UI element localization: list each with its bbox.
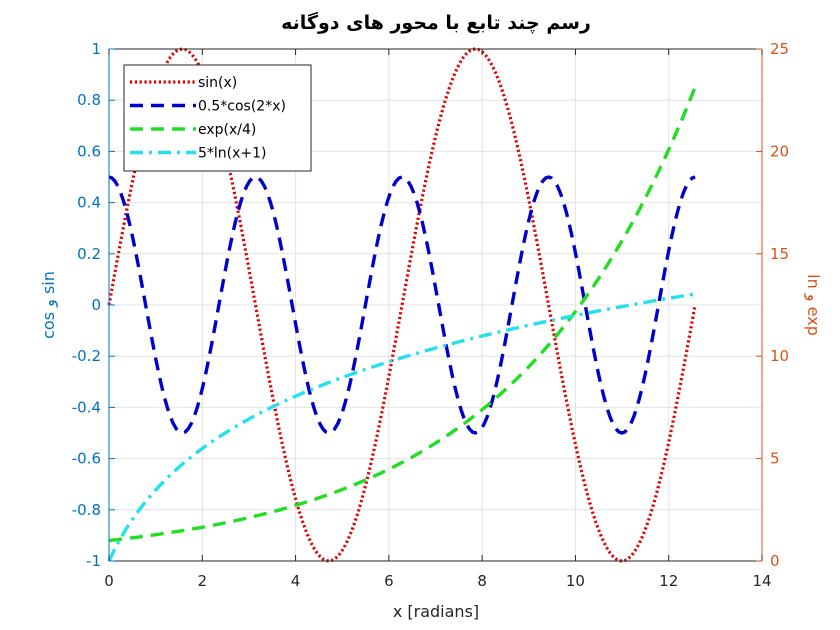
x-tick-label: 6 [384,572,394,590]
y-left-tick-label: 1 [91,40,101,58]
legend-label-4: 5*ln(x+1) [198,146,267,162]
y-left-tick-label: 0.4 [77,194,101,212]
x-tick-label: 8 [477,572,487,590]
y-left-tick-label: -0.8 [72,501,101,519]
x-tick-label: 10 [566,572,585,590]
axes [108,48,763,562]
legend-label-3: exp(x/4) [198,122,256,138]
y-left-tick-label: -0.2 [72,347,101,365]
series-line-3 [108,86,697,543]
legend-label-2: 0.5*cos(2*x) [198,99,286,115]
series-line-2 [108,175,696,435]
y-right-tick-label: 0 [770,552,780,570]
tick-labels: 0 2 4 6 8 10 12 14-1-0.8-0.6-0.4-0.200.20.40.60… [72,40,789,590]
y-axis-right-label: exp و ln [803,274,823,336]
y-left-tick-label: 0 [91,296,101,314]
y-right-tick-label: 20 [770,142,789,160]
y-left-tick-label: -0.6 [72,450,101,468]
y-left-tick-label: 0.2 [77,245,101,263]
series-line-4 [107,292,696,562]
series-line-1 [107,47,697,563]
x-axis-label: x [radians] [393,602,479,621]
y-left-tick-label: -0.4 [72,398,101,416]
legend: sin(x) 0.5*cos(2*x) exp(x/4) 5*ln(x+1) [123,64,312,172]
y-axis-left-label: sin و cos [39,271,59,339]
y-left-tick-label: 0.8 [77,91,101,109]
y-right-tick-label: 5 [770,450,780,468]
x-tick-label: 4 [291,572,301,590]
x-tick-label: 14 [752,572,771,590]
y-left-tick-label: 0.6 [77,142,101,160]
x-tick-label: 2 [198,572,208,590]
y-right-tick-label: 10 [770,347,789,365]
x-tick-label: 0 [104,572,114,590]
chart-title: رسم چند تابع با محور های دوگانه [281,11,591,34]
legend-label-1: sin(x) [198,75,237,91]
x-tick-label: 12 [659,572,678,590]
y-left-tick-label: -1 [86,552,101,570]
y-right-tick-label: 25 [770,40,789,58]
series-group [107,47,697,563]
y-right-tick-label: 15 [770,245,789,263]
